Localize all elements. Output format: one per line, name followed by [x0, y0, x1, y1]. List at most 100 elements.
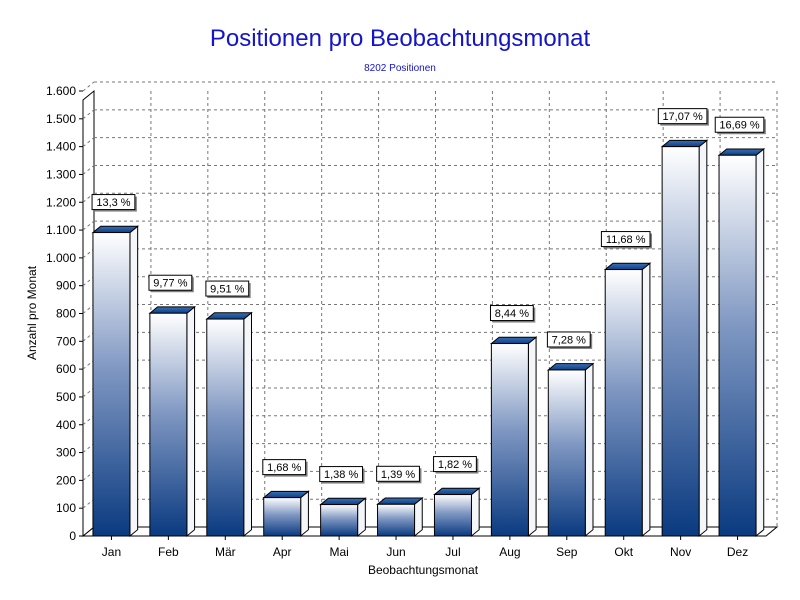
grid-line-wall — [82, 415, 95, 426]
x-tick-label: Jun — [386, 545, 405, 559]
grid-line-wall — [82, 331, 95, 342]
bar-cap — [546, 363, 595, 371]
bar-front — [433, 494, 472, 537]
data-label: 16,69 % — [714, 116, 766, 135]
bar-Sep — [546, 362, 595, 538]
bar-Nov — [660, 139, 709, 538]
x-tick-label: Mär — [215, 545, 236, 559]
data-label-text: 1,82 % — [438, 459, 472, 471]
bar-front — [661, 146, 700, 537]
bar-side — [641, 262, 651, 538]
y-tick-label: 1.100 — [46, 223, 76, 237]
x-tick-label: Sep — [556, 545, 578, 559]
data-label: 13,3 % — [91, 194, 137, 212]
data-label-text: 11,68 % — [606, 234, 646, 246]
y-tick-label: 300 — [56, 446, 76, 460]
y-tick-label: 700 — [56, 334, 76, 348]
bar-cap — [148, 306, 196, 314]
data-label-text: 9,51 % — [210, 284, 244, 296]
y-tick-label: 1.500 — [46, 112, 76, 126]
bar-front — [490, 343, 529, 537]
bar-cap — [319, 497, 367, 506]
data-label: 11,68 % — [600, 231, 653, 249]
x-tick-label: Jan — [102, 545, 121, 559]
bar-front — [206, 318, 245, 537]
bar-Dez — [717, 147, 766, 538]
bar-cap — [205, 312, 253, 320]
grid-line-wall — [82, 109, 95, 120]
y-tick-label: 800 — [56, 307, 76, 321]
data-label: 9,51 % — [205, 280, 251, 299]
data-label-text: 1,38 % — [324, 469, 358, 481]
plot-left-wall — [82, 89, 95, 538]
bar-Jan — [91, 225, 140, 538]
bar-side — [698, 139, 708, 538]
bar-side — [129, 225, 139, 538]
data-label-text: 17,07 % — [662, 111, 703, 123]
bar-cap — [489, 336, 538, 345]
grid-line-wall — [82, 470, 95, 481]
bar-front — [149, 312, 188, 537]
y-tick-label: 1.200 — [46, 195, 76, 209]
bar-Feb — [148, 305, 196, 538]
data-label: 1,82 % — [433, 456, 479, 474]
y-tick-label: 100 — [56, 501, 76, 515]
bar-cap — [433, 487, 481, 496]
bar-Aug — [489, 336, 538, 538]
x-tick-label: Apr — [273, 545, 292, 559]
data-label-box — [546, 331, 591, 348]
grid-line-wall — [82, 192, 95, 203]
data-label-text: 9,77 % — [153, 278, 187, 290]
y-tick-label: 500 — [56, 390, 76, 404]
data-label: 1,39 % — [376, 465, 422, 484]
grid-line-wall — [82, 165, 95, 175]
data-label-text: 16,69 % — [719, 120, 760, 132]
bar-cap — [262, 490, 310, 499]
bar-side — [527, 336, 537, 538]
y-tick-label: 1.600 — [46, 84, 76, 98]
y-axis-label: Anzahl pro Monat — [25, 265, 39, 360]
bar-Mär — [205, 311, 253, 538]
bar-side — [470, 487, 480, 538]
grid-line-wall — [82, 359, 95, 370]
grid-line-wall — [82, 498, 95, 509]
bar-front — [377, 503, 416, 537]
grid-line-wall — [82, 387, 95, 398]
bar-Mai — [319, 497, 367, 538]
data-label-box — [714, 116, 765, 133]
x-axis-label: Beobachtungsmonat — [368, 563, 479, 577]
data-label-text: 1,39 % — [381, 469, 415, 481]
data-label-box — [600, 231, 651, 248]
bar-front — [718, 154, 757, 537]
data-label: 8,44 % — [489, 305, 536, 323]
data-label-box — [148, 274, 193, 291]
bar-side — [243, 311, 252, 538]
data-label: 1,38 % — [319, 466, 365, 484]
data-label-text: 8,44 % — [495, 308, 529, 320]
data-label-box — [489, 305, 534, 322]
plot-frame — [81, 89, 779, 538]
bar-Okt — [603, 262, 652, 538]
data-label-text: 1,68 % — [267, 462, 301, 474]
bar-front — [263, 497, 302, 537]
bar-side — [755, 147, 765, 538]
bar-Jul — [433, 487, 481, 538]
x-tick-label: Okt — [614, 545, 633, 559]
grid-line-wall — [82, 137, 95, 148]
data-label-text: 7,28 % — [552, 334, 586, 346]
y-tick-label: 1.000 — [46, 251, 76, 265]
bars — [91, 139, 766, 538]
data-label: 9,77 % — [148, 274, 194, 293]
y-tick-label: 900 — [56, 279, 76, 293]
x-tick-label: Jul — [445, 545, 460, 559]
bar-front — [604, 269, 643, 537]
bar-Jun — [376, 496, 424, 538]
bar-Apr — [262, 490, 310, 538]
y-tick-label: 1.400 — [46, 140, 76, 154]
data-label-box — [91, 194, 136, 211]
data-label-text: 13,3 % — [96, 197, 130, 209]
data-label-box — [657, 108, 708, 125]
y-tick-label: 400 — [56, 418, 76, 432]
data-label-box — [319, 466, 364, 483]
